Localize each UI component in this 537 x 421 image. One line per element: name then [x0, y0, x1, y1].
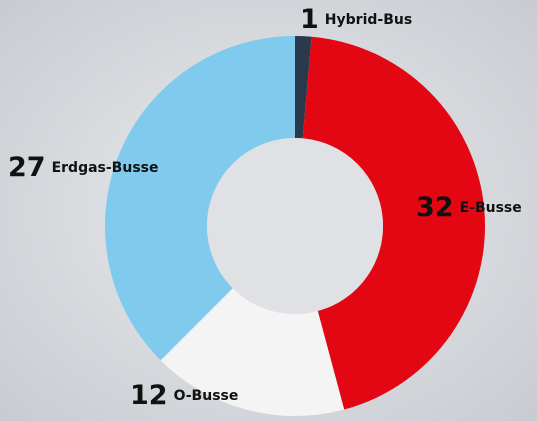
slice-label: 12 O-Busse	[130, 380, 238, 411]
donut-slice	[295, 36, 312, 139]
slice-label: 27 Erdgas-Busse	[8, 152, 158, 183]
donut	[104, 35, 485, 416]
labels: 1 Hybrid-Bus 32 E-Busse 12 O-Busse 27 Erdgas-Bu…	[8, 4, 522, 411]
donut-slice	[104, 35, 295, 361]
slice-name: Erdgas-Busse	[52, 160, 159, 176]
donut-hole	[207, 138, 383, 314]
slice-name: Hybrid-Bus	[325, 12, 412, 28]
slice-label: 1 Hybrid-Bus	[300, 4, 412, 35]
slice-value: 32	[416, 192, 454, 223]
donut-slice	[302, 36, 485, 410]
slice-label: 32 E-Busse	[416, 192, 522, 223]
slice-value: 1	[300, 4, 319, 35]
slice-value: 12	[130, 380, 168, 411]
slice-value: 27	[8, 152, 46, 183]
donut-slice	[160, 288, 345, 416]
slice-name: E-Busse	[460, 200, 522, 216]
slice-name: O-Busse	[174, 388, 239, 404]
